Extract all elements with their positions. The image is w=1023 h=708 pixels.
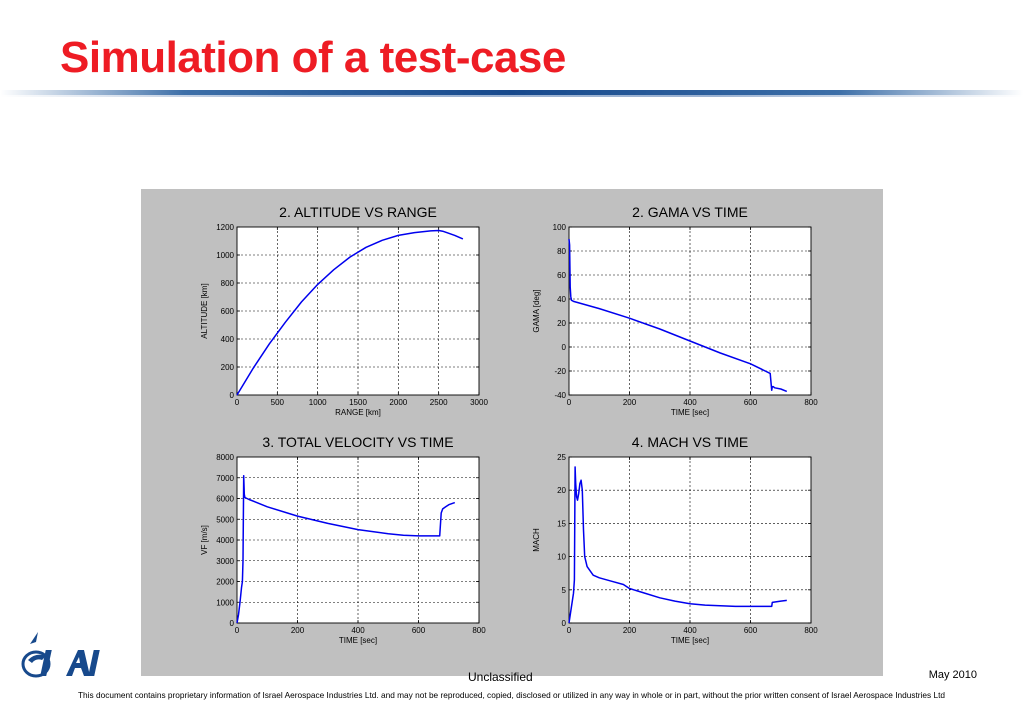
y-tick-label: 6000 <box>216 495 234 504</box>
x-tick-label: 1500 <box>349 398 367 407</box>
y-tick-label: -40 <box>554 391 566 400</box>
plot-frame-1 <box>236 226 480 396</box>
title-divider <box>0 90 1023 95</box>
chart-title-3: 3. TOTAL VELOCITY VS TIME <box>262 434 453 450</box>
y-tick-label: 1200 <box>216 223 234 232</box>
y-axis-label-1: ALTITUDE [km] <box>200 283 209 338</box>
plot-frame-3 <box>236 456 480 624</box>
x-tick-label: 400 <box>683 626 697 635</box>
x-tick-label: 600 <box>744 398 758 407</box>
y-tick-label: 0 <box>230 619 235 628</box>
y-axis-label-2: GAMA [deg] <box>532 289 541 332</box>
chart-title-1: 2. ALTITUDE VS RANGE <box>279 204 437 220</box>
iai-logo-icon <box>21 632 100 678</box>
series-line-3-1 <box>236 474 456 624</box>
y-tick-label: 15 <box>557 519 566 528</box>
x-tick-label: 0 <box>567 626 572 635</box>
plot-area-4 <box>569 457 811 623</box>
x-tick-label: 200 <box>291 626 305 635</box>
title-divider-sub <box>0 95 1023 97</box>
y-tick-label: 5000 <box>216 515 234 524</box>
y-tick-label: -20 <box>554 367 566 376</box>
y-tick-label: 2000 <box>216 578 234 587</box>
x-tick-label: 600 <box>744 626 758 635</box>
chart-title-4: 4. MACH VS TIME <box>632 434 748 450</box>
series-line-2-1 <box>568 238 788 393</box>
x-tick-label: 2500 <box>430 398 448 407</box>
iai-logo <box>20 630 135 685</box>
y-tick-label: 7000 <box>216 474 234 483</box>
x-tick-label: 200 <box>623 626 637 635</box>
footer-date: May 2010 <box>928 669 977 681</box>
chart-title-2: 2. GAMA VS TIME <box>632 204 748 220</box>
y-tick-label: 800 <box>221 279 235 288</box>
y-tick-label: 8000 <box>216 453 234 462</box>
y-tick-label: 5 <box>562 586 567 595</box>
x-tick-label: 800 <box>804 626 818 635</box>
x-tick-label: 200 <box>623 398 637 407</box>
x-tick-label: 2000 <box>389 398 407 407</box>
y-tick-label: 400 <box>221 335 235 344</box>
y-tick-label: 0 <box>562 343 567 352</box>
y-tick-label: 600 <box>221 307 235 316</box>
x-axis-label-3: TIME [sec] <box>339 636 377 645</box>
x-tick-label: 500 <box>271 398 285 407</box>
figure-panel: 0 500 1000 1500 2000 2500 3000 0 200 400 600 800 100… <box>141 189 883 676</box>
x-tick-label: 3000 <box>470 398 488 407</box>
x-tick-label: 800 <box>804 398 818 407</box>
x-tick-label: 600 <box>412 626 426 635</box>
y-tick-label: 80 <box>557 247 566 256</box>
x-tick-label: 400 <box>683 398 697 407</box>
slide-title: Simulation of a test-case <box>60 33 566 82</box>
x-axis-label-1: RANGE [km] <box>335 408 381 417</box>
y-tick-label: 0 <box>562 619 567 628</box>
series-line-4-1 <box>568 466 787 624</box>
y-tick-label: 0 <box>230 391 235 400</box>
y-tick-label: 200 <box>221 363 235 372</box>
y-tick-label: 1000 <box>216 251 234 260</box>
y-tick-label: 20 <box>557 486 566 495</box>
y-tick-label: 20 <box>557 319 566 328</box>
y-tick-label: 1000 <box>216 598 234 607</box>
x-tick-label: 1000 <box>309 398 327 407</box>
y-tick-label: 3000 <box>216 557 234 566</box>
figure-svg: 0 500 1000 1500 2000 2500 30000200400600800100… <box>200 204 818 645</box>
x-tick-label: 0 <box>567 398 572 407</box>
footer-classification: Unclassified <box>468 670 533 684</box>
plot-frame-4 <box>568 456 812 624</box>
y-tick-label: 100 <box>553 223 567 232</box>
x-tick-label: 800 <box>472 626 486 635</box>
x-tick-label: 0 <box>235 626 240 635</box>
y-tick-label: 25 <box>557 453 566 462</box>
footer-disclaimer: This document contains proprietary infor… <box>77 690 946 700</box>
y-tick-label: 60 <box>557 271 566 280</box>
y-axis-label-4: MACH <box>532 528 541 552</box>
x-axis-label-2: TIME [sec] <box>671 408 709 417</box>
x-axis-label-4: TIME [sec] <box>671 636 709 645</box>
y-tick-label: 10 <box>557 553 566 562</box>
x-tick-label: 0 <box>235 398 240 407</box>
y-axis-label-3: VF [m/s] <box>200 525 209 555</box>
y-tick-label: 40 <box>557 295 566 304</box>
series-line-1-1 <box>236 229 464 396</box>
y-tick-label: 4000 <box>216 536 234 545</box>
x-tick-label: 400 <box>351 626 365 635</box>
plot-frame-2 <box>568 226 812 396</box>
